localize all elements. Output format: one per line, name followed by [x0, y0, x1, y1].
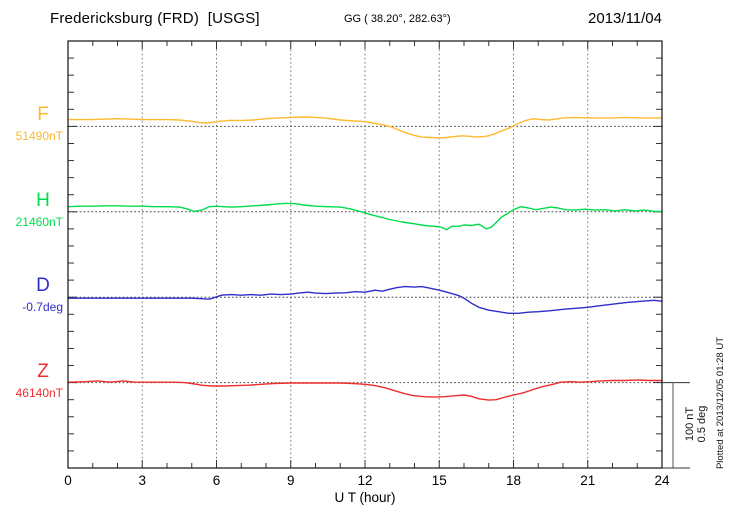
- trace-letter-H: H: [36, 189, 50, 211]
- x-tick-label: 6: [212, 473, 221, 488]
- plotted-at-note: Plotted at 2013/12/05 01:28 UT: [715, 336, 726, 470]
- x-tick-label: 0: [64, 473, 72, 488]
- trace-letter-D: D: [36, 275, 50, 297]
- trace-baseline-value-D: -0.7deg: [22, 300, 63, 315]
- trace-baseline-value-H: 21460nT: [15, 214, 63, 229]
- trace-letter-F: F: [37, 104, 49, 126]
- x-tick-label: 21: [580, 473, 596, 488]
- trace-F: [67, 116, 663, 139]
- plot-frame: [67, 40, 663, 469]
- scale-bar-label: 100 nT 0.5 deg: [684, 405, 708, 443]
- x-axis-ticks: [92, 41, 638, 468]
- x-tick-label: 12: [357, 473, 373, 488]
- x-tick-label: 15: [431, 473, 447, 488]
- x-tick-label: 18: [505, 473, 522, 488]
- geographic-coordinates: GG ( 38.20°, 282.63°): [344, 13, 451, 25]
- trace-Z: [67, 379, 663, 401]
- x-axis-title: U T (hour): [334, 490, 396, 505]
- station-title: Fredericksburg (FRD) [USGS]: [50, 10, 260, 27]
- trace-H: [67, 202, 663, 231]
- grid-lines: [141, 41, 589, 468]
- trace-D: [67, 285, 663, 314]
- y-axis-ticks: [68, 57, 662, 452]
- trace-letter-Z: Z: [37, 360, 49, 382]
- trace-baseline-value-F: 51490nT: [15, 129, 63, 144]
- x-tick-label: 3: [138, 473, 146, 488]
- x-tick-label: 24: [654, 473, 670, 488]
- trace-baseline-value-Z: 46140nT: [15, 385, 63, 400]
- x-tick-label: 9: [286, 473, 295, 488]
- plot-date: 2013/11/04: [588, 10, 662, 27]
- amplitude-scale-bar: [662, 382, 690, 469]
